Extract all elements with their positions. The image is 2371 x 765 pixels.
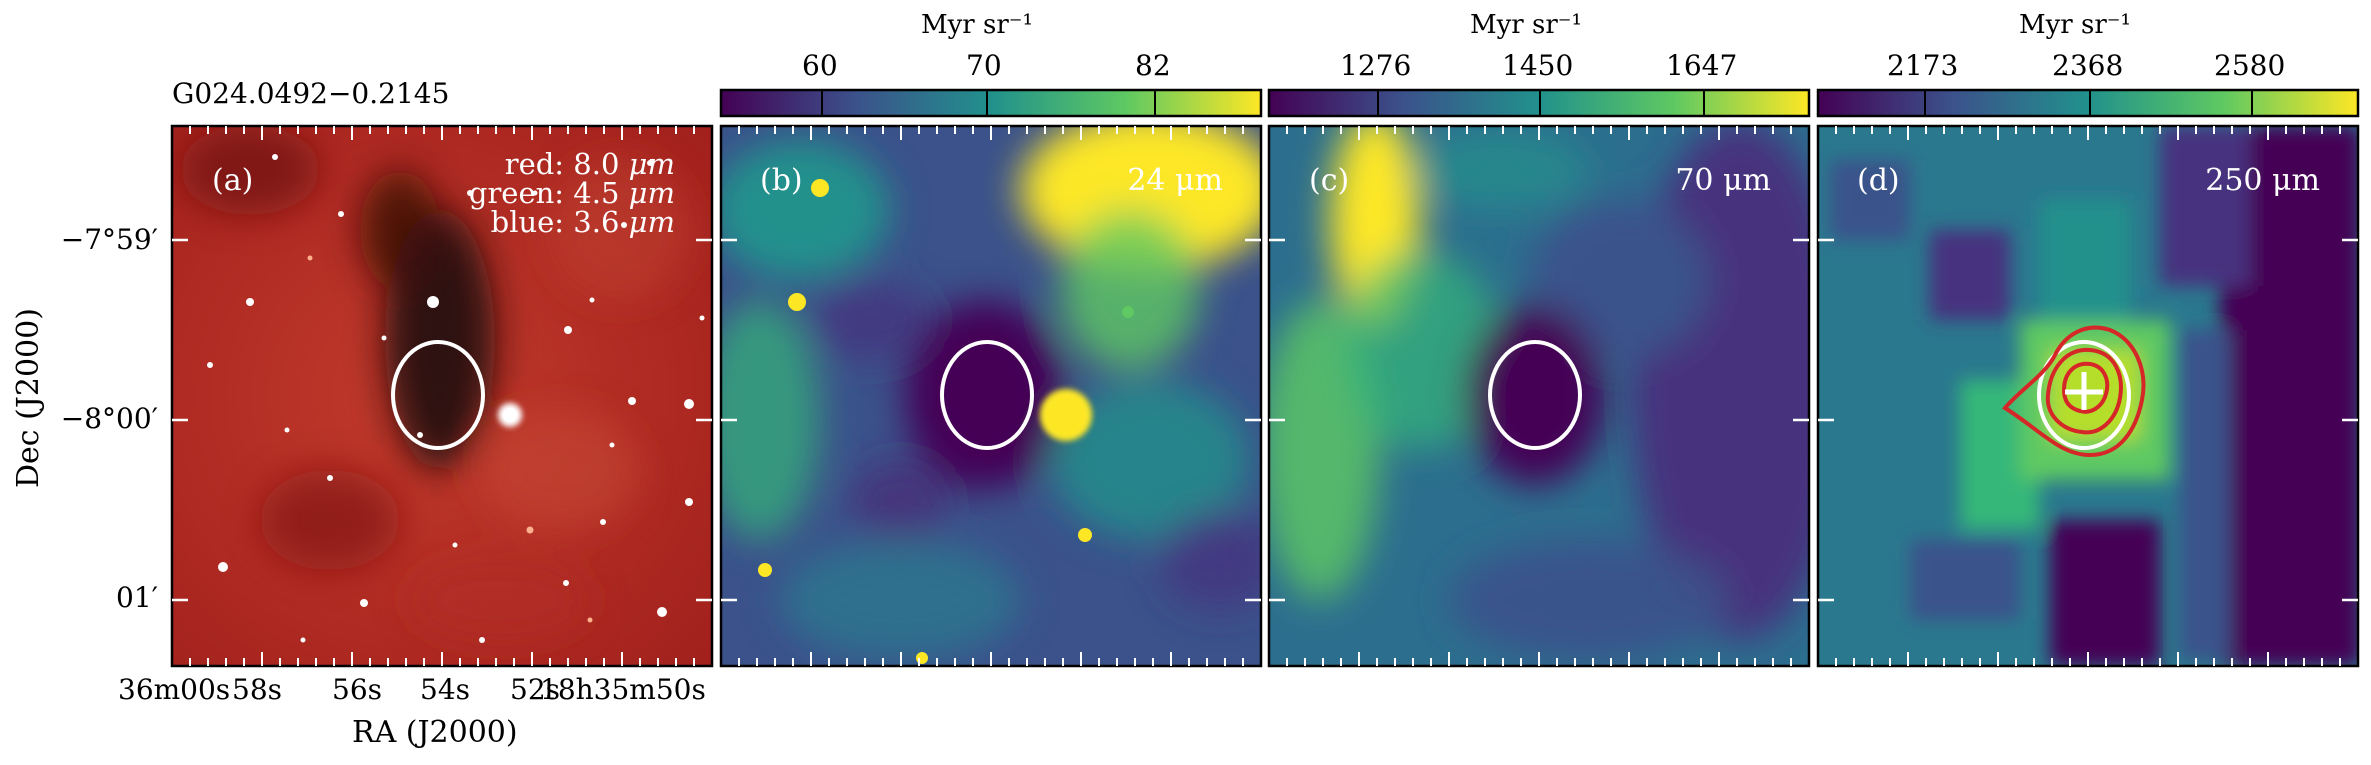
- x-axis-label: RA (J2000): [352, 715, 518, 750]
- colorbar-b-tick: 70: [966, 49, 1002, 82]
- panel-d-band: 250 μm: [2205, 163, 2320, 198]
- colorbar-b-unit: Myr sr⁻¹: [921, 10, 1033, 40]
- panel-b-image: [721, 126, 1261, 666]
- y-tick-label: 01′: [116, 581, 158, 614]
- colorbars: [719, 88, 2360, 118]
- panel-d-tag: (d): [1857, 163, 1900, 198]
- band-line-blue: blue: 3.6 μm: [490, 205, 675, 239]
- panel-c-band: 70 μm: [1675, 163, 1771, 198]
- panel-c-tag: (c): [1309, 163, 1350, 198]
- panel-a-image: [172, 126, 712, 666]
- colorbar-d: [1816, 88, 2360, 118]
- colorbar-d-tick: 2580: [2214, 49, 2286, 82]
- panel-b-tag: (b): [760, 163, 803, 198]
- band-line-red: red: 8.0 μm: [504, 147, 675, 181]
- colorbar-c-tick: 1276: [1340, 49, 1412, 82]
- panel-a-band-legend: red: 8.0 μm green: 4.5 μm blue: 3.6 μm: [469, 150, 675, 237]
- colorbar-c-unit: Myr sr⁻¹: [1470, 10, 1582, 40]
- band-line-green: green: 4.5 μm: [468, 176, 675, 210]
- contour-lines: [2001, 325, 2146, 458]
- colorbar-c-tick: 1647: [1666, 49, 1738, 82]
- plus-marker: [2065, 372, 2103, 410]
- tick-marks: [172, 126, 2358, 666]
- panel-a-tag: (a): [212, 163, 254, 198]
- x-tick-label: 52s: [510, 673, 560, 706]
- panel-d-image: [1818, 126, 2358, 666]
- panel-b-band: 24 μm: [1127, 163, 1223, 198]
- ellipse-aperture: [391, 340, 2131, 450]
- x-tick-label: 58s: [232, 673, 282, 706]
- colorbar-d-unit: Myr sr⁻¹: [2019, 10, 2131, 40]
- colorbar-c-tick: 1450: [1502, 49, 1574, 82]
- colorbar-b-tick: 82: [1135, 49, 1171, 82]
- y-axis-label: Dec (J2000): [11, 308, 46, 488]
- colorbar-b: [719, 88, 1263, 118]
- panel-c-image: [1269, 126, 1809, 666]
- colorbar-d-tick: 2173: [1887, 49, 1959, 82]
- star-sources: [207, 154, 705, 643]
- y-tick-label: −7°59′: [60, 223, 158, 256]
- y-tick-label: −8°00′: [60, 402, 158, 435]
- x-tick-label: 56s: [332, 673, 382, 706]
- x-tick-label: 18h35m50s: [540, 673, 706, 706]
- colorbar-b-tick: 60: [802, 49, 838, 82]
- x-tick-label: 54s: [420, 673, 470, 706]
- x-tick-label: 36m00s: [118, 673, 231, 706]
- source-name: G024.0492−0.2145: [172, 77, 450, 110]
- colorbar-d-tick: 2368: [2052, 49, 2124, 82]
